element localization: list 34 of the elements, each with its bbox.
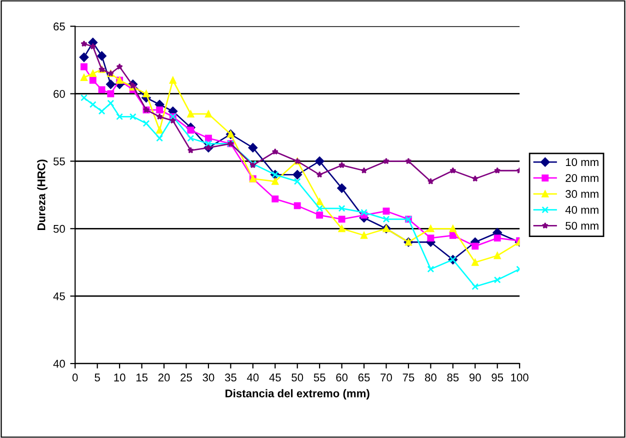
legend-label: 30 mm <box>566 190 598 198</box>
x-tick-label: 40 <box>246 374 259 382</box>
y-tick-label: 40 <box>53 360 65 368</box>
x-tick-label: 100 <box>511 374 528 382</box>
x-tick-label: 30 <box>202 374 214 382</box>
x-tick-label: 80 <box>424 374 436 382</box>
x-tick-label: 90 <box>469 374 481 382</box>
y-tick-label: 45 <box>53 292 65 300</box>
x-tick-label: 55 <box>314 374 326 382</box>
x-tick-label: 35 <box>224 374 236 382</box>
x-tick-label: 15 <box>136 374 148 382</box>
x-tick-label: 85 <box>447 374 459 382</box>
legend-label: 40 mm <box>565 206 598 214</box>
x-tick-label: 45 <box>269 374 281 382</box>
y-tick-label: 55 <box>53 158 65 166</box>
x-tick-label: 70 <box>380 374 392 382</box>
y-tick-label: 65 <box>54 22 65 30</box>
y-tick-label: 60 <box>54 90 65 98</box>
x-tick-label: 65 <box>358 374 370 382</box>
x-tick-label: 20 <box>158 374 170 382</box>
x-tick-label: 50 <box>292 374 304 382</box>
legend-label: 50 mm <box>566 222 598 230</box>
x-tick-label: 5 <box>94 374 100 382</box>
x-axis-title: Distancia del extremo (mm) <box>226 389 370 400</box>
x-tick-label: 95 <box>492 374 504 382</box>
legend-label: 10 mm <box>566 158 598 166</box>
x-tick-label: 0 <box>72 374 78 382</box>
x-tick-label: 60 <box>336 374 348 382</box>
y-axis-title: Dureza (HRC) <box>37 160 48 230</box>
x-tick-label: 75 <box>402 374 414 382</box>
legend-label: 20 mm <box>566 174 598 182</box>
y-tick-label: 50 <box>53 224 65 233</box>
x-tick-label: 10 <box>114 374 126 382</box>
x-tick-label: 25 <box>180 374 192 382</box>
